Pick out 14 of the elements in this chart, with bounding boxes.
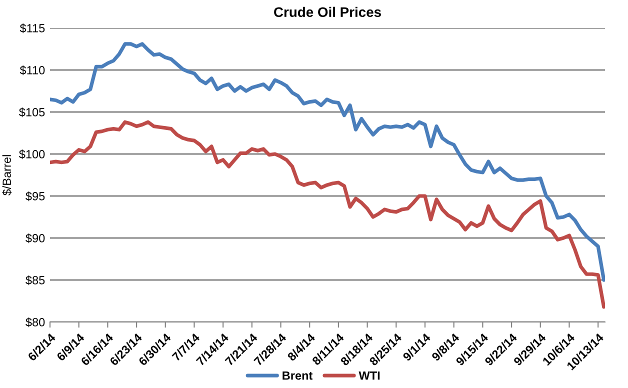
y-tick-label: $95 — [26, 192, 45, 202]
y-tick-label: $105 — [19, 108, 45, 118]
legend-label: Brent — [282, 372, 313, 380]
y-tick-label: $90 — [26, 234, 45, 244]
legend-label: WTI — [358, 372, 380, 380]
line-series — [50, 120, 605, 309]
y-tick-label: $115 — [20, 24, 45, 34]
line-series — [50, 42, 605, 282]
y-tick-label: $110 — [20, 66, 45, 76]
y-axis-title: $/Barrel — [2, 155, 12, 196]
y-tick-label: $100 — [19, 150, 45, 160]
y-tick-label: $85 — [26, 276, 45, 286]
y-tick-label: $80 — [26, 318, 45, 328]
chart-title: Crude Oil Prices — [274, 6, 381, 18]
